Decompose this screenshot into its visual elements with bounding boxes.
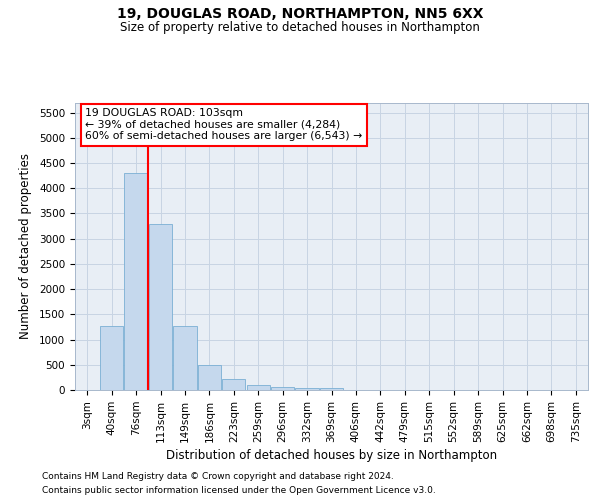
Bar [295, 388, 319, 390]
Text: Contains public sector information licensed under the Open Government Licence v3: Contains public sector information licen… [42, 486, 436, 495]
Bar [100, 326, 123, 390]
Bar [173, 326, 197, 390]
Bar [198, 366, 221, 390]
Y-axis label: Number of detached properties: Number of detached properties [19, 153, 32, 340]
Text: 19, DOUGLAS ROAD, NORTHAMPTON, NN5 6XX: 19, DOUGLAS ROAD, NORTHAMPTON, NN5 6XX [117, 8, 483, 22]
Text: Contains HM Land Registry data © Crown copyright and database right 2024.: Contains HM Land Registry data © Crown c… [42, 472, 394, 481]
Bar [320, 388, 343, 390]
Bar [247, 386, 270, 390]
Bar [222, 380, 245, 390]
Bar [124, 173, 148, 390]
Bar [271, 387, 294, 390]
X-axis label: Distribution of detached houses by size in Northampton: Distribution of detached houses by size … [166, 449, 497, 462]
Text: Size of property relative to detached houses in Northampton: Size of property relative to detached ho… [120, 21, 480, 34]
Text: 19 DOUGLAS ROAD: 103sqm
← 39% of detached houses are smaller (4,284)
60% of semi: 19 DOUGLAS ROAD: 103sqm ← 39% of detache… [85, 108, 362, 142]
Bar [149, 224, 172, 390]
